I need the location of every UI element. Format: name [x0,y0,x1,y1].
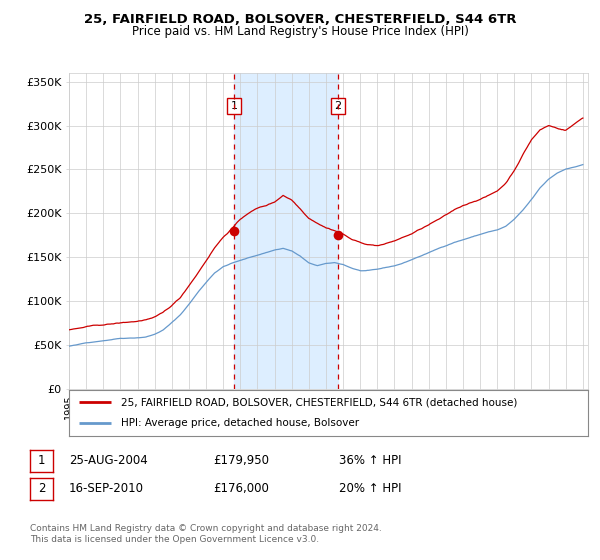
Text: 36% ↑ HPI: 36% ↑ HPI [339,454,401,468]
Text: 2: 2 [38,482,45,496]
Text: Contains HM Land Registry data © Crown copyright and database right 2024.
This d: Contains HM Land Registry data © Crown c… [30,524,382,544]
Text: 20% ↑ HPI: 20% ↑ HPI [339,482,401,496]
Text: 25, FAIRFIELD ROAD, BOLSOVER, CHESTERFIELD, S44 6TR (detached house): 25, FAIRFIELD ROAD, BOLSOVER, CHESTERFIE… [121,397,517,407]
Text: 2: 2 [335,101,341,111]
Text: 25-AUG-2004: 25-AUG-2004 [69,454,148,468]
Text: £179,950: £179,950 [213,454,269,468]
Text: 1: 1 [231,101,238,111]
Text: HPI: Average price, detached house, Bolsover: HPI: Average price, detached house, Bols… [121,418,359,428]
Text: 25, FAIRFIELD ROAD, BOLSOVER, CHESTERFIELD, S44 6TR: 25, FAIRFIELD ROAD, BOLSOVER, CHESTERFIE… [84,13,516,26]
Text: £176,000: £176,000 [213,482,269,496]
Bar [234,73,338,389]
Text: 16-SEP-2010: 16-SEP-2010 [69,482,144,496]
Text: 1: 1 [38,454,45,468]
Text: Price paid vs. HM Land Registry's House Price Index (HPI): Price paid vs. HM Land Registry's House … [131,25,469,39]
